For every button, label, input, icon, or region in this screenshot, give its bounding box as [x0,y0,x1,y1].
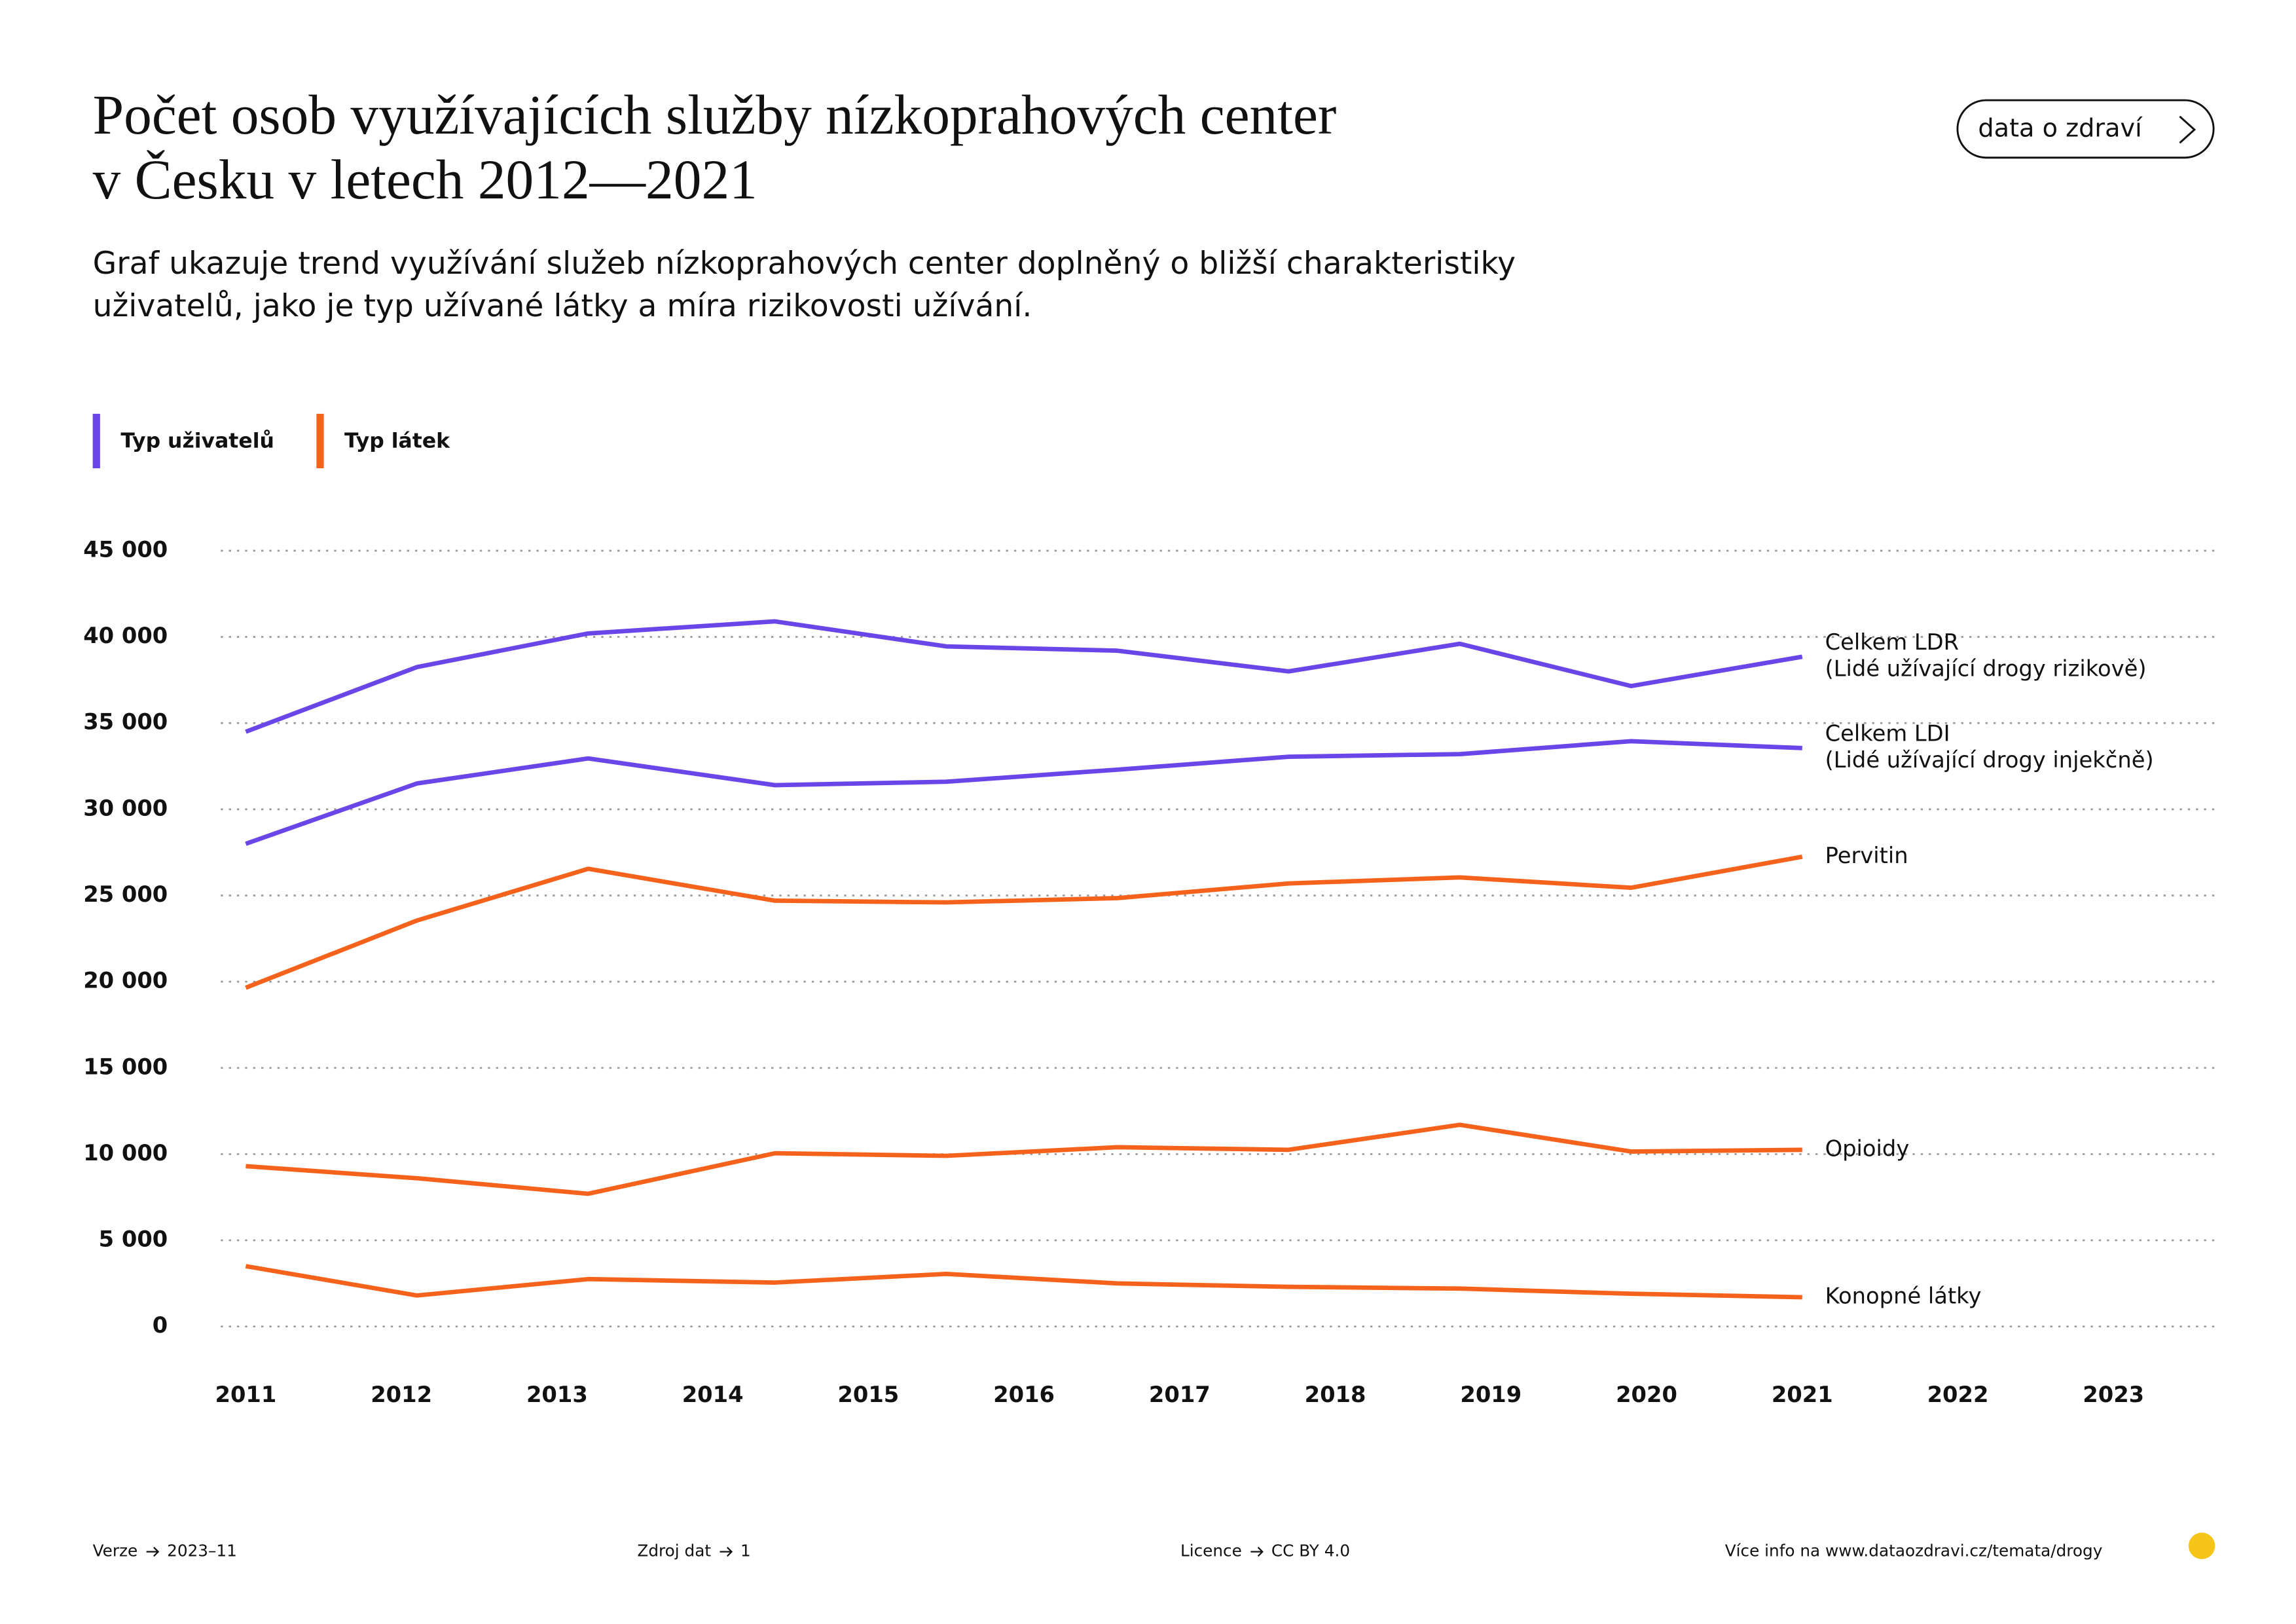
y-tick-label: 25 000 [83,881,168,907]
legend-label: Typ uživatelů [120,429,274,453]
y-tick-label: 5 000 [99,1227,168,1252]
x-tick-label: 2021 [1772,1382,1833,1407]
y-tick-label: 30 000 [83,795,168,821]
series-line [245,1264,1802,1300]
x-tick-label: 2016 [993,1382,1055,1407]
y-tick-label: 45 000 [83,536,168,562]
series-label: Opioidy [1825,1135,1910,1161]
footer-label: Verze [93,1541,138,1560]
legend-swatch [92,413,100,469]
y-tick-label: 15 000 [83,1054,168,1079]
x-tick-label: 2018 [1305,1382,1366,1407]
logo [2188,1532,2215,1559]
x-tick-label: 2019 [1460,1382,1522,1407]
series-line [245,854,1803,990]
x-tick-label: 2020 [1616,1382,1677,1407]
y-tick-label: 35 000 [83,709,168,735]
y-tick-label: 10 000 [83,1140,168,1166]
series-line [245,739,1802,846]
x-tick-label: 2023 [2083,1382,2144,1407]
footer-value: CC BY 4.0 [1271,1541,1350,1560]
button-arrow [2179,115,2196,144]
button-label[interactable]: data o zdraví [1978,115,2143,143]
footer-label: Zdroj dat [637,1541,711,1560]
x-tick-label: 2022 [1927,1382,1989,1407]
y-tick-label: 0 [153,1312,168,1338]
x-tick-label: 2012 [371,1382,432,1407]
footer-label: Licence [1180,1541,1242,1560]
legend-label: Typ látek [344,430,450,453]
title: Počet osob využívajících služby nízkopra… [93,84,1337,146]
x-tick-label: 2017 [1149,1382,1211,1407]
title: v Česku v letech 2012—2021 [93,149,757,211]
series-line [246,1122,1802,1196]
y-tick-label: 40 000 [83,623,168,648]
legend-swatch [316,413,324,469]
y-tick-label: 20 000 [83,968,168,993]
series-label: Celkem LDI [1825,721,1950,747]
series-label: (Lidé užívající drogy injekčně) [1825,747,2154,773]
button[interactable] [1956,99,2215,159]
footer-value: 2023–11 [167,1541,237,1560]
footer-arrow [1250,1547,1264,1557]
subtitle: uživatelů, jako je typ užívané látky a m… [93,288,1032,324]
x-tick-label: 2015 [837,1382,899,1407]
series-label: Konopné látky [1825,1283,1982,1308]
footer-label: Více info na www.dataozdravi.cz/temata/d… [1725,1541,2103,1560]
footer-arrow [720,1547,733,1557]
series-label: (Lidé užívající drogy rizikově) [1825,656,2147,682]
x-tick-label: 2013 [526,1382,588,1407]
x-tick-label: 2014 [682,1382,744,1407]
series-line [245,619,1803,734]
series-label: Celkem LDR [1825,629,1959,655]
x-tick-label: 2011 [215,1382,276,1407]
subtitle: Graf ukazuje trend využívání služeb nízk… [93,246,1516,282]
footer-arrow [146,1547,160,1557]
series-label: Pervitin [1825,843,1908,868]
footer-value: 1 [740,1541,751,1560]
